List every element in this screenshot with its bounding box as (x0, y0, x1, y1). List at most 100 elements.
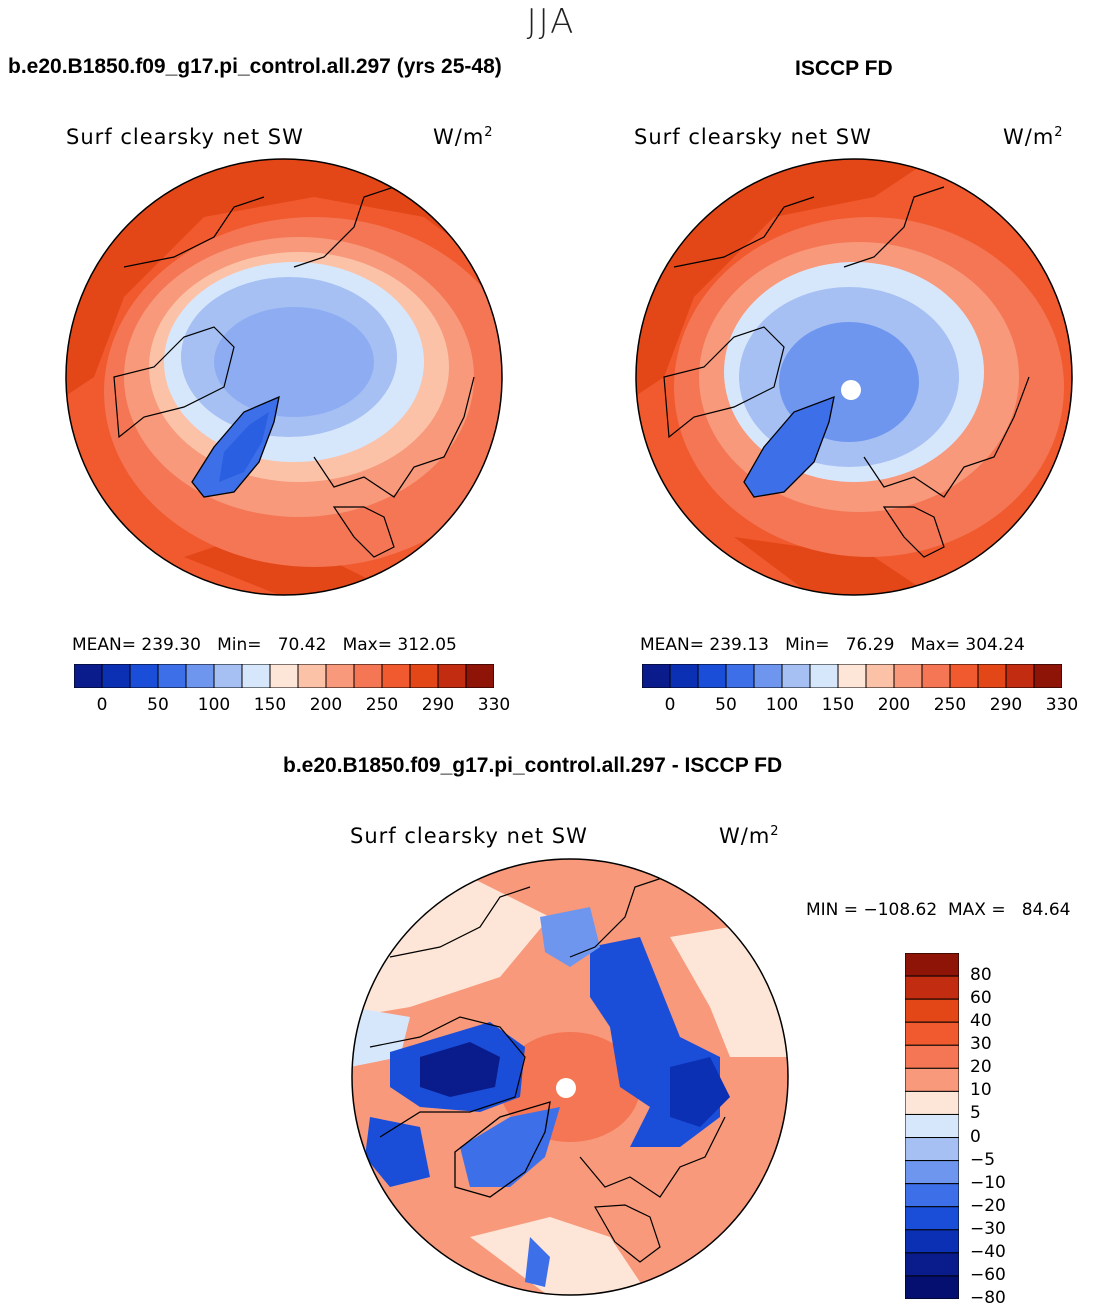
model-scandinavia-coast (332, 506, 395, 558)
colorbar-swatch (905, 1044, 959, 1069)
colorbar-swatch (905, 1160, 959, 1185)
colorbar-swatch (437, 664, 467, 688)
diff-variable-label: Surf clearsky net SW (350, 824, 588, 848)
obs-units-label: W/m2 (1003, 125, 1064, 149)
colorbar-tick-label: −40 (970, 1241, 1006, 1262)
colorbar-swatch (353, 664, 383, 688)
colorbar-swatch (905, 1113, 959, 1139)
colorbar-tick-label: −5 (970, 1149, 996, 1170)
model-field-dark-band (66, 159, 502, 397)
colorbar-swatch (753, 664, 783, 688)
colorbar-swatch (669, 664, 699, 688)
diff-alaska-coast (389, 886, 531, 958)
diff-field-greenland-blue (460, 1107, 560, 1187)
diff-eurasia-coast (579, 1116, 726, 1198)
colorbar-tick-label: 100 (765, 695, 799, 715)
colorbar-tick-label: 250 (365, 695, 399, 715)
colorbar-swatch (725, 664, 755, 688)
colorbar-swatch (241, 664, 271, 688)
obs-field-dark-band (636, 159, 934, 397)
model-units-label: W/m2 (433, 125, 494, 149)
colorbar-tick-label: 0 (664, 695, 676, 715)
diff-field-east-blue (670, 1057, 730, 1127)
colorbar-swatch (157, 664, 187, 688)
colorbar-tick-label: 100 (197, 695, 231, 715)
colorbar-swatch (269, 664, 299, 688)
colorbar-swatch (905, 1137, 959, 1162)
colorbar-swatch (865, 664, 895, 688)
colorbar-swatch (905, 998, 959, 1023)
colorbar-tick-label: −10 (970, 1172, 1006, 1193)
obs-field-dark-south (734, 537, 934, 595)
colorbar-swatch (977, 664, 1007, 688)
obs-greenland (743, 395, 835, 498)
colorbar-swatch (921, 664, 951, 688)
colorbar-tick-label: 0 (970, 1126, 981, 1147)
colorbar-tick-label: −20 (970, 1195, 1006, 1216)
diff-siberia-coast (569, 876, 666, 958)
colorbar-tick-label: 80 (970, 965, 992, 986)
colorbar-tick-label: 60 (970, 988, 992, 1009)
model-eurasia-coast (313, 376, 475, 498)
colorbar-tick-label: 150 (253, 695, 287, 715)
colorbar-tick-label: −60 (970, 1264, 1006, 1285)
obs-eurasia-coast (863, 376, 1030, 498)
colorbar-tick-label: 200 (877, 695, 911, 715)
model-polar-map (65, 158, 503, 596)
obs-polar-map (635, 158, 1073, 596)
colorbar-swatch (697, 664, 727, 688)
diff-canada-coast (369, 1016, 526, 1138)
colorbar-swatch (781, 664, 811, 688)
colorbar-swatch (213, 664, 243, 688)
obs-canada-coast (663, 326, 785, 439)
colorbar-swatch (905, 953, 959, 977)
diff-field-light-s (470, 1217, 650, 1295)
diff-polar-map (351, 858, 789, 1296)
colorbar-tick-label: 250 (933, 695, 967, 715)
colorbar-tick-label: 20 (970, 1057, 992, 1078)
colorbar-swatch (297, 664, 327, 688)
diff-stats: MIN = −108.62 MAX = 84.64 (806, 900, 1071, 920)
diff-field-north-blue (540, 907, 600, 967)
obs-stats: MEAN= 239.13 Min= 76.29 Max= 304.24 (640, 635, 1025, 655)
colorbar-swatch (905, 1252, 959, 1277)
colorbar-swatch (185, 664, 215, 688)
colorbar-tick-label: 330 (477, 695, 511, 715)
colorbar-swatch (905, 1275, 959, 1299)
colorbar-tick-label: −30 (970, 1218, 1006, 1239)
colorbar-swatch (129, 664, 159, 688)
colorbar-tick-label: −80 (970, 1288, 1006, 1308)
colorbar-swatch (1005, 664, 1035, 688)
diff-field-canada-core (420, 1042, 500, 1097)
model-siberia-coast (293, 186, 395, 268)
obs-variable-label: Surf clearsky net SW (634, 125, 872, 149)
obs-colorbar (642, 664, 1062, 688)
colorbar-swatch (1033, 664, 1062, 688)
colorbar-tick-label: 40 (970, 1011, 992, 1032)
colorbar-swatch (893, 664, 923, 688)
obs-siberia-coast (843, 186, 945, 268)
model-alaska-coast (123, 196, 265, 268)
colorbar-swatch (101, 664, 131, 688)
model-stats: MEAN= 239.30 Min= 70.42 Max= 312.05 (72, 635, 457, 655)
diff-greenland-coast (454, 1101, 551, 1198)
colorbar-swatch (905, 1090, 959, 1115)
diff-colorbar (905, 953, 959, 1299)
model-canada-coast (113, 326, 235, 439)
colorbar-swatch (465, 664, 494, 688)
season-title: JJA (526, 2, 576, 42)
model-field-core (214, 307, 374, 417)
obs-alaska-coast (673, 196, 815, 268)
colorbar-swatch (905, 1183, 959, 1208)
colorbar-tick-label: 200 (309, 695, 343, 715)
colorbar-tick-label: 330 (1045, 695, 1079, 715)
obs-case-title: ISCCP FD (795, 57, 893, 80)
colorbar-swatch (905, 1229, 959, 1254)
obs-pole-hole (841, 380, 861, 400)
diff-field-sw-blue (365, 1117, 430, 1187)
colorbar-swatch (905, 1067, 959, 1092)
diff-pole-hole (556, 1078, 576, 1098)
colorbar-swatch (642, 664, 671, 688)
model-greenland-core (219, 412, 269, 482)
colorbar-tick-label: 50 (715, 695, 737, 715)
